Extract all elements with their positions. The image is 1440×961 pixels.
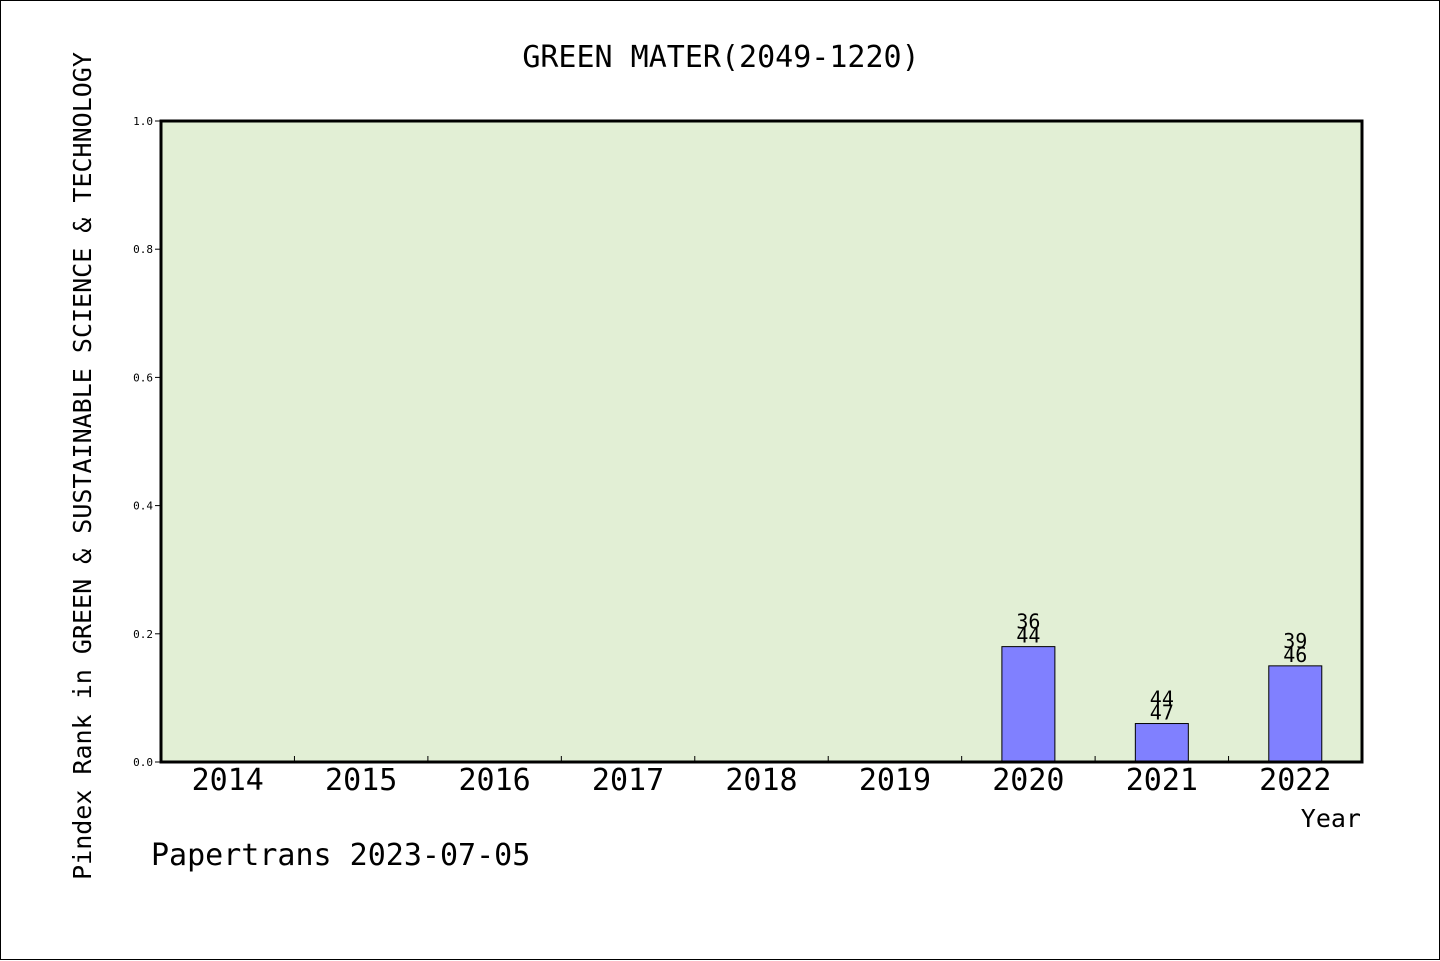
x-axis-label: Year [1301,804,1361,833]
bar-label-bottom: 47 [1150,701,1174,725]
x-tick-label: 2019 [859,763,931,798]
bar-label-bottom: 44 [1016,624,1040,648]
bars [1001,646,1323,763]
bar-label-top: 36 [1016,610,1040,634]
x-tick-label: 2017 [592,763,664,798]
x-tick-label: 2015 [325,763,397,798]
bar-2021 [1134,723,1189,763]
y-tick-label: 0.0 [133,756,153,769]
x-tick-label: 2018 [725,763,797,798]
bar-label-top: 39 [1283,629,1307,653]
x-tick-label: 2016 [458,763,530,798]
footer-credit: Papertrans 2023-07-05 [151,838,530,873]
bar-2020 [1001,646,1056,763]
x-tick-label: 2022 [1259,763,1331,798]
y-tick-label: 1.0 [133,115,153,128]
x-tick-label: 2021 [1126,763,1198,798]
x-tick-label: 2014 [192,763,264,798]
plot-area [159,119,1364,764]
y-axis: 0.0 0.2 0.4 0.6 0.8 1.0 [133,115,161,769]
bar-2022 [1268,665,1323,763]
y-tick-label: 0.4 [133,500,153,513]
y-axis-label: Pindex Rank in GREEN & SUSTAINABLE SCIEN… [68,52,97,880]
plot-area [159,119,1364,764]
bar-label-top: 44 [1150,687,1174,711]
x-axis: 2014 2015 2016 2017 2018 2019 2020 2021 2022 [192,756,1331,798]
y-tick-label: 0.6 [133,371,153,384]
bar-label-bottom: 46 [1283,643,1307,667]
x-tick-label: 2020 [992,763,1064,798]
y-tick-label: 0.2 [133,628,153,641]
chart-title: GREEN MATER(2049-1220) [522,40,919,75]
y-tick-label: 0.8 [133,243,153,256]
